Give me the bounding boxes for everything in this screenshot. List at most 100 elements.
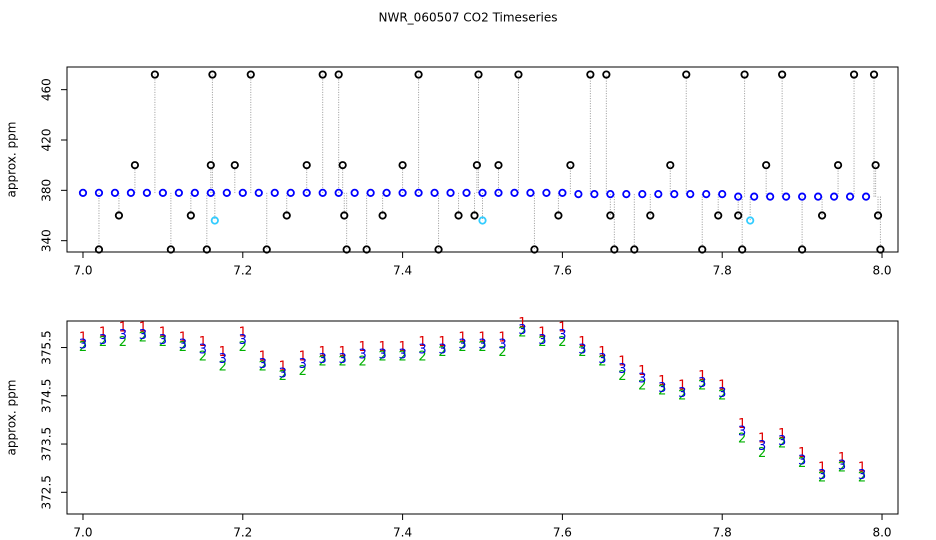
point bbox=[833, 161, 843, 170]
point bbox=[282, 211, 291, 220]
point bbox=[494, 188, 503, 197]
point-marker: 2 bbox=[359, 355, 367, 370]
point-marker: 2 bbox=[239, 340, 247, 355]
point-marker: 3 bbox=[698, 376, 706, 391]
point-marker: 3 bbox=[339, 352, 347, 367]
point-marker: 3 bbox=[79, 338, 87, 353]
point-marker: 2 bbox=[119, 335, 127, 350]
point-marker: 2 bbox=[299, 364, 307, 379]
point bbox=[871, 161, 880, 170]
point bbox=[142, 188, 152, 197]
point bbox=[472, 161, 482, 170]
point bbox=[398, 161, 407, 170]
point bbox=[246, 70, 255, 79]
point bbox=[230, 161, 239, 170]
point-marker: 1 bbox=[658, 374, 666, 389]
x-tick-label: 7.8 bbox=[713, 264, 732, 278]
point bbox=[474, 70, 483, 79]
point bbox=[813, 192, 823, 201]
figure-title: NWR_060507 CO2 Timeseries bbox=[379, 11, 558, 25]
point bbox=[398, 188, 407, 197]
point-marker: 2 bbox=[638, 379, 646, 394]
point bbox=[206, 161, 215, 170]
x-tick-label: 7.0 bbox=[73, 526, 92, 540]
point-marker: 3 bbox=[638, 371, 646, 386]
point bbox=[734, 211, 743, 220]
point bbox=[150, 70, 159, 79]
point-marker: 3 bbox=[718, 386, 726, 401]
point-marker: 2 bbox=[578, 345, 586, 360]
point bbox=[494, 161, 503, 170]
point bbox=[206, 188, 215, 197]
point bbox=[350, 188, 359, 197]
point-marker: 3 bbox=[458, 338, 466, 353]
point-marker: 2 bbox=[858, 470, 866, 485]
point-marker: 1 bbox=[758, 432, 766, 447]
point-marker: 2 bbox=[618, 369, 626, 384]
plot-frame bbox=[66, 66, 899, 253]
point-marker: 1 bbox=[398, 340, 406, 355]
point-marker: 2 bbox=[339, 355, 347, 370]
point-marker: 2 bbox=[498, 345, 506, 360]
point-marker: 3 bbox=[518, 323, 526, 338]
point bbox=[110, 188, 120, 197]
point-marker: 3 bbox=[858, 468, 866, 483]
point bbox=[861, 192, 871, 201]
y-tick-label: 373.5 bbox=[40, 427, 54, 461]
point-marker: 3 bbox=[438, 342, 446, 357]
point bbox=[762, 161, 771, 170]
point-marker: 3 bbox=[578, 342, 586, 357]
point bbox=[382, 188, 391, 197]
point bbox=[166, 245, 175, 254]
point bbox=[334, 70, 343, 79]
point bbox=[558, 188, 567, 197]
point bbox=[738, 245, 747, 254]
point-marker: 1 bbox=[299, 350, 307, 365]
point bbox=[782, 192, 791, 201]
point bbox=[610, 245, 619, 254]
point-marker: 3 bbox=[359, 347, 367, 362]
point bbox=[462, 188, 471, 197]
point bbox=[514, 70, 523, 79]
y-tick-label: 374.5 bbox=[40, 379, 54, 413]
point bbox=[414, 188, 423, 197]
point bbox=[718, 190, 727, 199]
point bbox=[686, 190, 695, 199]
x-tick-label: 7.2 bbox=[233, 526, 252, 540]
point bbox=[318, 70, 327, 79]
point bbox=[798, 192, 807, 201]
point bbox=[750, 192, 759, 201]
point bbox=[590, 190, 599, 199]
point bbox=[746, 216, 755, 225]
x-tick-label: 7.6 bbox=[553, 526, 572, 540]
point bbox=[334, 188, 343, 197]
point-marker: 1 bbox=[478, 330, 486, 345]
point-marker: 3 bbox=[179, 338, 187, 353]
point bbox=[302, 188, 311, 197]
point-marker: 2 bbox=[718, 388, 726, 403]
point bbox=[126, 188, 136, 197]
point bbox=[682, 70, 691, 79]
point-marker: 2 bbox=[758, 446, 766, 461]
point-marker: 1 bbox=[738, 417, 746, 432]
x-tick-label: 8.0 bbox=[872, 526, 891, 540]
point-marker: 3 bbox=[219, 352, 227, 367]
point-marker: 1 bbox=[79, 330, 87, 345]
point-marker: 2 bbox=[279, 369, 287, 384]
point bbox=[434, 245, 443, 254]
point-marker: 3 bbox=[618, 362, 626, 377]
point-marker: 2 bbox=[518, 326, 526, 341]
point bbox=[446, 188, 455, 197]
point bbox=[566, 161, 575, 170]
point bbox=[869, 70, 879, 79]
x-tick-label: 7.6 bbox=[553, 264, 572, 278]
point-marker: 2 bbox=[159, 335, 167, 350]
point bbox=[873, 211, 883, 220]
x-tick-label: 8.0 bbox=[872, 264, 891, 278]
point-marker: 1 bbox=[518, 316, 526, 331]
point-marker: 3 bbox=[478, 338, 486, 353]
point-marker: 2 bbox=[259, 359, 267, 374]
point bbox=[378, 211, 387, 220]
